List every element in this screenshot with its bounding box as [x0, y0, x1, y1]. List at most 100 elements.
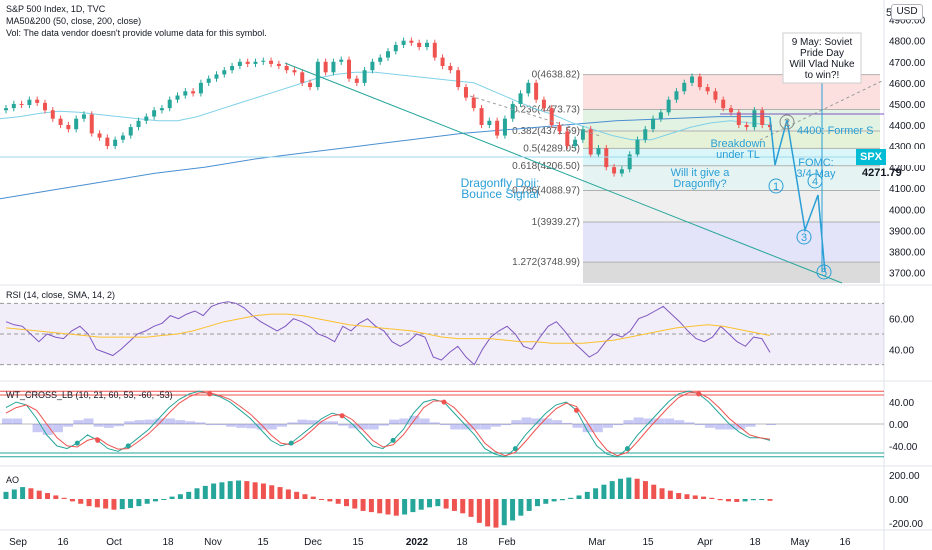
- candle-body: [113, 139, 118, 147]
- wave-label-circle: [779, 114, 795, 130]
- wave-label-circle: [796, 229, 812, 245]
- wt-diff-bar: [643, 418, 654, 424]
- candle-body: [292, 70, 297, 73]
- wt-diff-bar: [236, 424, 247, 428]
- currency-button[interactable]: USD: [891, 4, 923, 20]
- ao-bar: [609, 481, 615, 499]
- time-tick-label: 18: [749, 537, 761, 548]
- ao-bar: [111, 499, 117, 510]
- candle-body: [35, 99, 40, 103]
- candle-body: [269, 60, 274, 64]
- vol-legend[interactable]: Vol: The data vendor doesn't provide vol…: [6, 28, 267, 38]
- candle-body: [760, 110, 765, 125]
- ao-tick-label: 200.00: [889, 471, 920, 482]
- candle-body: [370, 61, 375, 71]
- wt-cross-dot: [95, 437, 101, 443]
- wt-diff-bar: [205, 424, 216, 426]
- ao-bar: [510, 499, 516, 521]
- ao-bar: [476, 499, 482, 523]
- ao-bar: [202, 485, 208, 499]
- ao-bar: [435, 499, 441, 507]
- wt-diff-bar: [266, 424, 277, 430]
- wt-diff-bar: [215, 424, 226, 426]
- wt1-line: [5, 390, 771, 458]
- candle-body: [479, 108, 484, 125]
- annotation-fomc: FOMC:: [798, 157, 833, 169]
- wt-diff-bar: [541, 418, 552, 424]
- wt-diff-bar: [562, 422, 573, 424]
- candle-body: [284, 65, 289, 71]
- ao-bar: [119, 499, 125, 510]
- candle-body: [42, 102, 47, 111]
- price-tick-label: 4200.00: [889, 163, 926, 174]
- candle-body: [627, 154, 632, 170]
- candle-body: [4, 108, 8, 111]
- price-tick-label: 4500.00: [889, 100, 926, 111]
- candle-body: [89, 114, 94, 134]
- ao-bar: [211, 483, 217, 499]
- wt-diff-bar: [124, 421, 135, 424]
- candle-body: [159, 108, 164, 111]
- price-tick-label: 4400.00: [889, 121, 926, 132]
- wt-diff-bar: [572, 424, 583, 428]
- annotation-may9: Will Vlad Nuke: [789, 59, 854, 70]
- time-tick-label: 2022: [406, 537, 429, 548]
- candle-body: [752, 110, 757, 128]
- annotation-may9: to win?!: [805, 70, 839, 81]
- ao-bar: [343, 499, 349, 507]
- ao-bar: [103, 499, 109, 509]
- wt-diff-bar: [470, 424, 481, 430]
- ao-bar: [20, 487, 26, 499]
- ma-legend[interactable]: MA50&200 (50, close, 200, close): [6, 16, 142, 26]
- wt-diff-bar: [674, 420, 685, 424]
- ao-bar: [485, 499, 491, 527]
- candle-body: [152, 110, 157, 117]
- candle-body: [619, 169, 624, 174]
- candle-body: [362, 70, 367, 83]
- wt-diff-bar: [633, 417, 644, 424]
- ao-bar: [427, 499, 433, 508]
- ao-bar: [534, 499, 540, 507]
- price-tick-label: 4100.00: [889, 184, 926, 195]
- ao-bar: [236, 480, 242, 499]
- candle-body: [604, 148, 609, 168]
- ao-bar: [501, 499, 507, 526]
- wt-diff-bar: [664, 418, 675, 424]
- ao-bar: [335, 499, 341, 504]
- price-tag-symbol: SPX: [856, 149, 887, 165]
- candle-body: [183, 91, 188, 96]
- ao-bar: [493, 499, 499, 528]
- wt-diff-bar: [704, 424, 715, 428]
- candle-body: [471, 97, 476, 109]
- ao-bar: [451, 499, 457, 511]
- fib-zone: [583, 130, 880, 149]
- wt-diff-bar: [766, 424, 776, 426]
- candle-body: [690, 76, 695, 83]
- ao-bar: [634, 478, 640, 499]
- wt-diff-bar: [287, 422, 298, 424]
- wt-diff-bar: [63, 424, 74, 427]
- wt-cross-dot: [512, 446, 518, 452]
- price-tick-label: 4300.00: [889, 142, 926, 153]
- down-trendline: [284, 62, 843, 284]
- wt-diff-bar: [256, 424, 267, 430]
- candle-body: [557, 124, 562, 132]
- ao-bar: [161, 499, 167, 500]
- wt-diff-bar: [745, 424, 756, 427]
- candle-body: [315, 61, 320, 88]
- candle-body: [549, 108, 554, 125]
- ao-bar: [244, 481, 250, 499]
- time-tick-label: Nov: [204, 537, 222, 548]
- candle-body: [339, 59, 344, 62]
- candle-body: [487, 120, 492, 125]
- candle-body: [440, 57, 445, 66]
- candle-body: [674, 91, 679, 100]
- candle-body: [230, 65, 235, 71]
- time-tick-label: Apr: [697, 537, 713, 548]
- fib-level-label: 1(3939.27): [532, 217, 580, 228]
- rsi-tick-label: 60.00: [889, 315, 914, 326]
- candle-body: [448, 65, 453, 71]
- ao-bar: [684, 494, 690, 499]
- annotation-dragonfly-question: Dragonfly?: [673, 178, 726, 190]
